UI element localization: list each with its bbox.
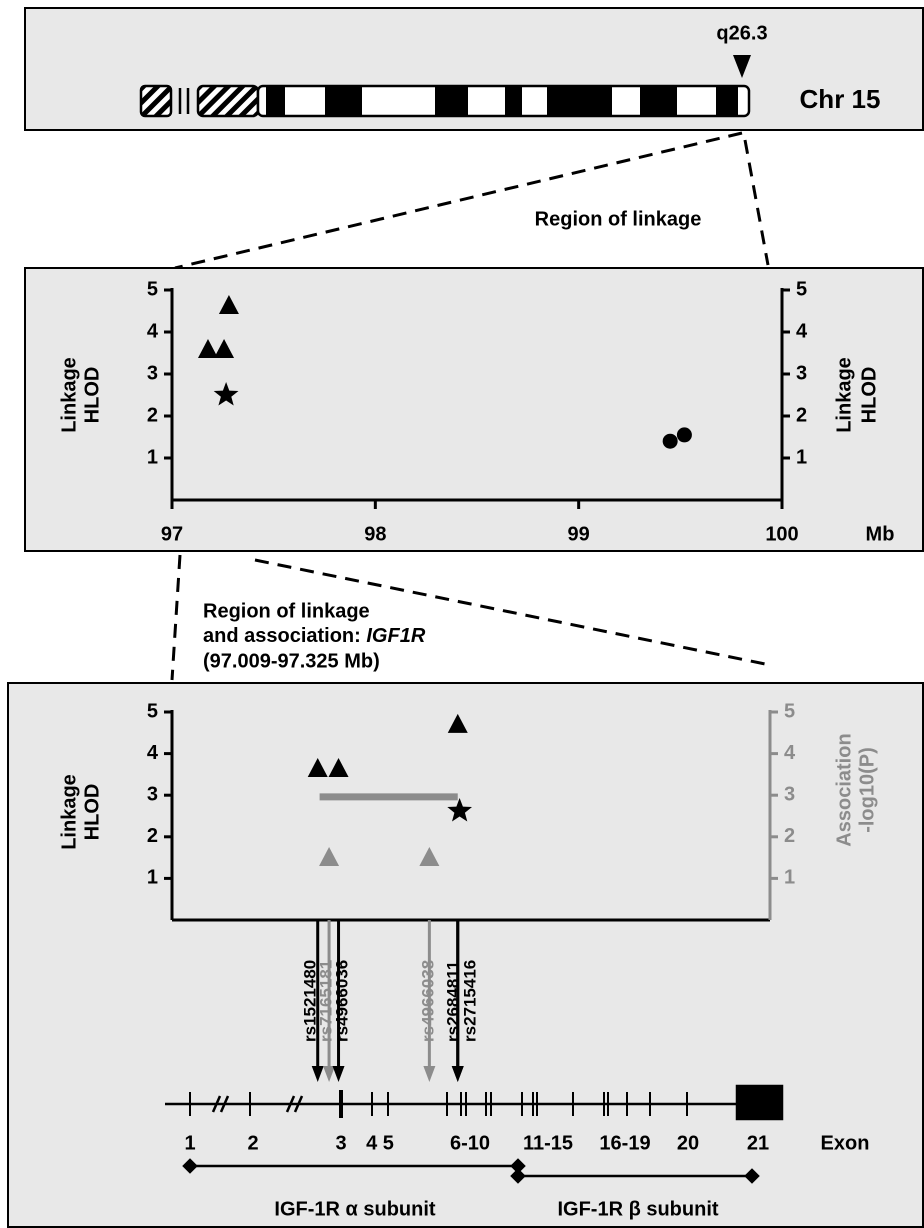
chromosome-name: Chr 15: [800, 84, 881, 114]
y2-axis-label: Linkage: [833, 357, 855, 433]
triangle-point: [197, 339, 218, 359]
exon-label: 11-15: [523, 1132, 573, 1154]
x-tick-label: 99: [568, 523, 590, 545]
snp-label: rs2715416: [460, 960, 479, 1042]
subunit-label: IGF-1R β subunit: [557, 1198, 718, 1220]
y-tick-label: 2: [147, 404, 158, 426]
exon-label: 3: [335, 1132, 346, 1154]
exon-label: 20: [677, 1132, 699, 1154]
exon-label: 21: [747, 1132, 769, 1154]
exon-label: 16-19: [599, 1132, 650, 1154]
region-label: and association: IGF1R: [203, 625, 426, 647]
x-tick-label: 100: [765, 523, 798, 545]
gene-structure: [165, 1084, 784, 1184]
y2-tick-label: 1: [784, 867, 795, 889]
zoom-lines: [170, 131, 771, 681]
chromosome-ideogram: [139, 55, 751, 118]
triangle-point: [214, 339, 235, 359]
y2-tick-label: 2: [796, 404, 807, 426]
exon-label: 2: [247, 1132, 258, 1154]
gene-name: IGF1R: [366, 625, 425, 647]
triangle-point: [307, 757, 328, 777]
snp-label: rs4966036: [332, 960, 351, 1042]
snp-arrowhead: [423, 1066, 436, 1082]
star-point: [213, 382, 239, 406]
y-tick-label: 3: [147, 362, 158, 384]
y-axis-label: Linkage: [58, 357, 80, 433]
circle-point: [676, 427, 692, 443]
x-tick-label: 98: [364, 523, 386, 545]
y2-tick-label: 5: [784, 700, 795, 722]
y2-tick-label: 4: [796, 320, 808, 342]
triangle-point: [447, 713, 468, 733]
exon-label: 1: [184, 1132, 195, 1154]
triangle-point: [319, 847, 340, 867]
star-point: [447, 798, 472, 822]
y2-tick-label: 3: [796, 362, 807, 384]
y-tick-label: 1: [147, 446, 158, 468]
y2-tick-label: 3: [784, 783, 795, 805]
exon-label: 6-10: [450, 1132, 490, 1154]
circle-point: [662, 433, 678, 449]
y2-tick-label: 4: [784, 742, 796, 764]
y2-tick-label: 2: [784, 825, 795, 847]
y2-axis-label: -log10(P): [856, 747, 878, 833]
x-tick-label: 97: [161, 523, 183, 545]
y-tick-label: 5: [147, 278, 158, 300]
y-axis-label: HLOD: [81, 367, 103, 424]
region-label-part: and association:: [203, 625, 366, 647]
snp-label: rs4966038: [418, 960, 437, 1042]
triangle-point: [218, 294, 239, 314]
y2-axis-label: HLOD: [858, 367, 880, 424]
triangle-point: [328, 757, 349, 777]
triangle-point: [419, 847, 440, 867]
y-tick-label: 3: [147, 783, 158, 805]
y2-tick-label: 1: [796, 446, 807, 468]
y-tick-label: 4: [147, 742, 159, 764]
y-tick-label: 4: [147, 320, 159, 342]
band-label: q26.3: [716, 22, 767, 44]
y-tick-label: 2: [147, 825, 158, 847]
panel-linkage: [24, 267, 924, 552]
region-label: Region of linkage: [203, 600, 370, 622]
region-label: (97.009-97.325 Mb): [203, 650, 380, 672]
snp-arrowhead: [332, 1066, 345, 1082]
exon-title: Exon: [821, 1132, 870, 1154]
y2-tick-label: 5: [796, 278, 807, 300]
y-axis-label: HLOD: [81, 784, 103, 841]
y-tick-label: 5: [147, 700, 158, 722]
x-unit: Mb: [866, 523, 895, 545]
y2-axis-label: Association: [833, 733, 855, 846]
snp-label: rs7165181: [316, 960, 335, 1042]
y-axis-label: Linkage: [58, 774, 80, 850]
y-tick-label: 1: [147, 867, 158, 889]
region-label: Region of linkage: [535, 208, 702, 230]
snp-arrowhead: [323, 1066, 336, 1082]
snp-label: rs1521480: [300, 960, 319, 1042]
subunit-label: IGF-1R α subunit: [274, 1198, 436, 1220]
exon-label: 4 5: [366, 1132, 394, 1154]
snp-arrowhead: [311, 1066, 324, 1082]
snp-arrowhead: [451, 1066, 464, 1082]
